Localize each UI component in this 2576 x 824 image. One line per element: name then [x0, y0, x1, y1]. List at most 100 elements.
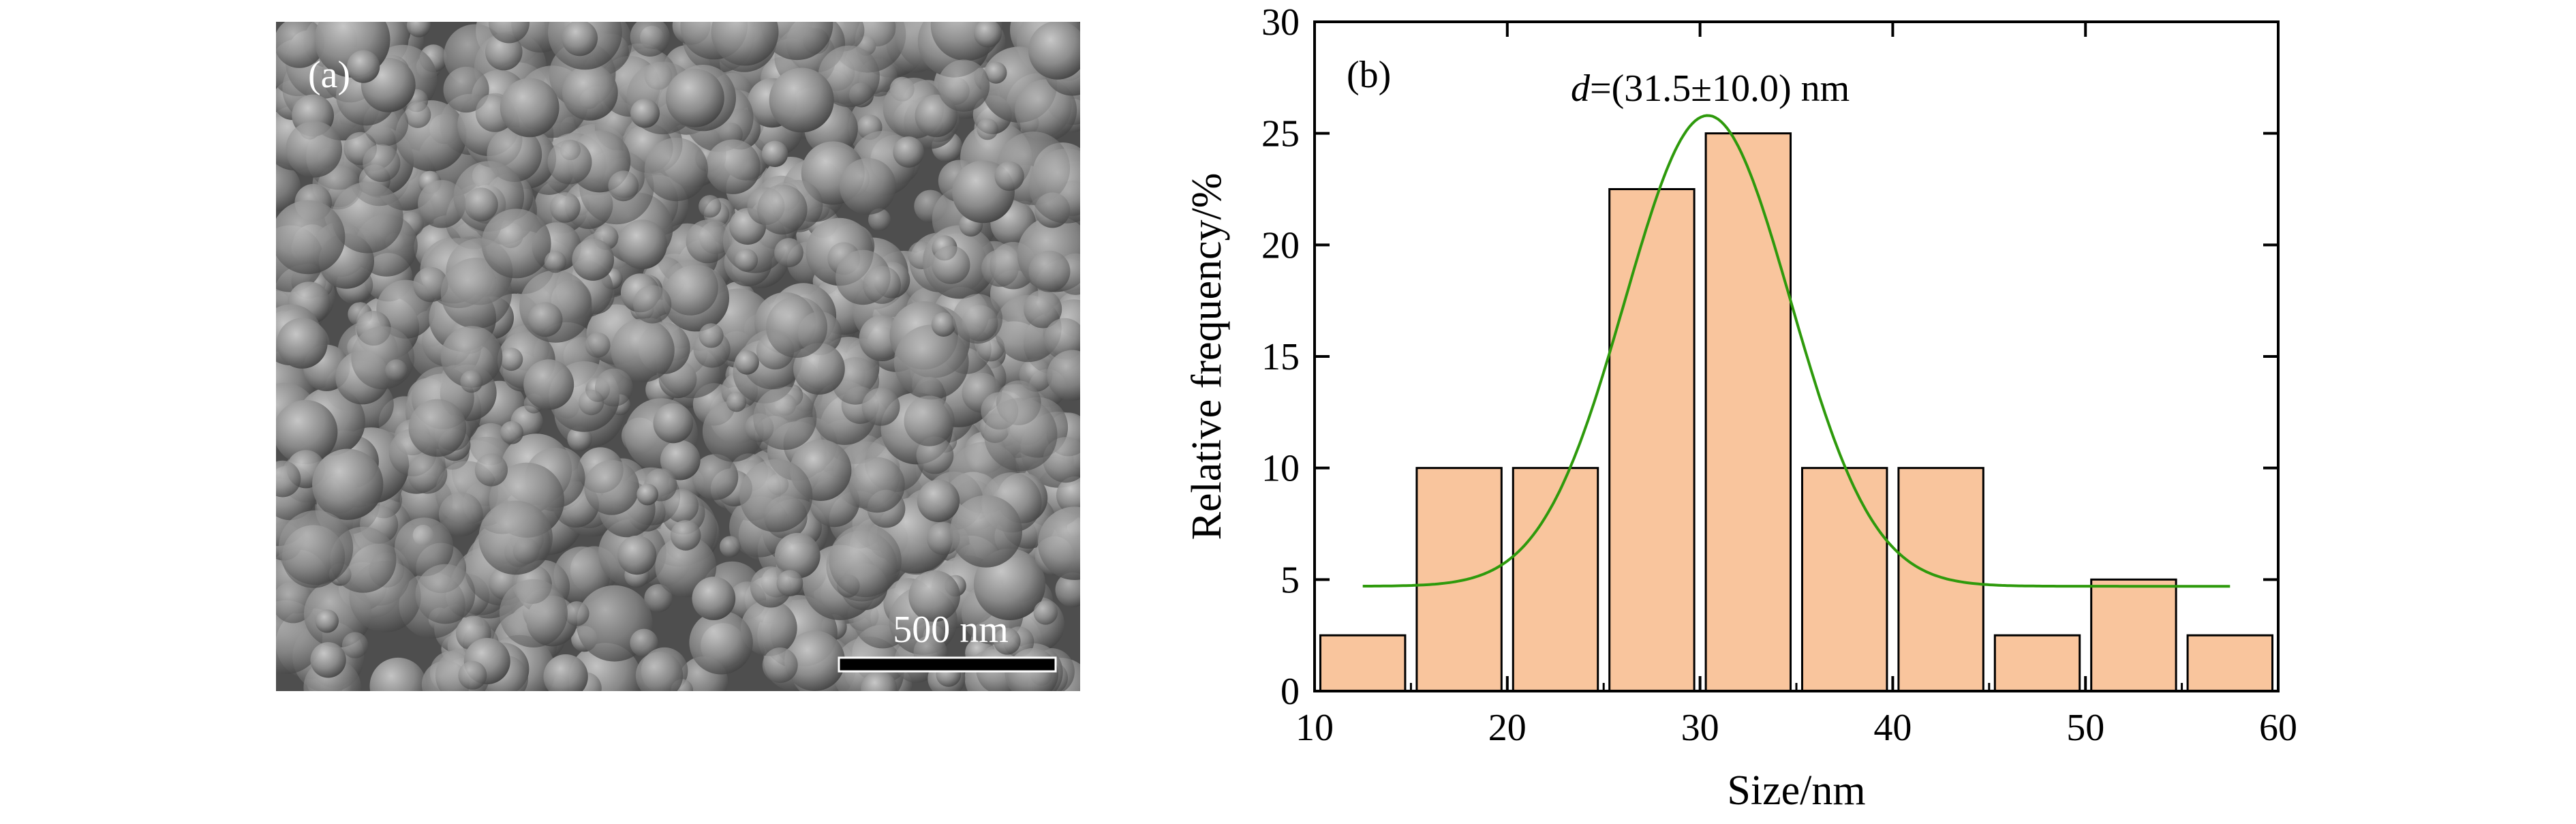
annotation-value: =(31.5±10.0) nm: [1590, 67, 1850, 110]
sem-grain: [776, 570, 803, 597]
sem-grain: [660, 440, 701, 480]
sem-grain: [481, 209, 551, 279]
sem-grain: [630, 22, 670, 57]
histogram-bar-6: [1897, 467, 1984, 692]
annotation-d: d: [1571, 67, 1591, 110]
sem-grain: [726, 392, 747, 412]
scale-bar: [838, 656, 1057, 673]
x-tick-label-40: 40: [1873, 707, 1912, 749]
sem-grain: [617, 535, 657, 575]
axis-ticks: 10 20 30 40 50 60 0 5 10 15 20 25 30: [1261, 1, 2297, 749]
sem-grain: [769, 67, 834, 133]
sem-grain: [784, 630, 845, 691]
sem-grain: [276, 460, 301, 498]
sem-grain: [741, 600, 797, 656]
sem-grain: [662, 260, 718, 316]
sem-grain: [278, 510, 354, 585]
sem-grain: [443, 66, 489, 113]
sem-grain: [1038, 506, 1080, 580]
sem-grain: [440, 258, 512, 329]
sem-grain: [369, 657, 427, 691]
sem-grain: [630, 98, 660, 128]
sem-grain: [666, 68, 724, 127]
sem-grain-texture: [276, 22, 1080, 691]
sem-grain: [702, 400, 764, 462]
sem-grain: [595, 368, 633, 407]
sem-grain: [774, 238, 803, 268]
sem-grain: [1024, 290, 1062, 329]
sem-grain: [977, 118, 998, 140]
y-tick-label-30: 30: [1261, 1, 1300, 44]
sem-grain: [385, 359, 408, 382]
sem-grain: [1015, 79, 1077, 142]
sem-grain: [341, 632, 369, 658]
sem-grain: [818, 45, 880, 108]
sem-grain: [286, 121, 343, 178]
sem-grain: [464, 187, 498, 222]
histogram-bar-1: [1415, 467, 1503, 692]
sem-grain: [893, 324, 969, 400]
sem-grain: [664, 489, 699, 523]
histogram-bar-9: [2186, 634, 2274, 692]
y-tick-label-25: 25: [1261, 113, 1300, 155]
sem-grain: [953, 294, 1002, 344]
sem-grain: [699, 323, 724, 348]
sem-grain: [1047, 350, 1080, 401]
sem-grain: [932, 245, 970, 284]
y-tick-label-15: 15: [1261, 336, 1300, 378]
sem-grain: [438, 492, 483, 536]
sem-grain: [974, 22, 1002, 48]
sem-grain: [653, 403, 694, 444]
sem-grain: [686, 219, 730, 264]
sem-grain: [635, 652, 684, 691]
sem-grain: [644, 584, 673, 613]
sem-grain: [564, 601, 589, 626]
sem-grain: [705, 139, 761, 194]
sem-grain: [711, 22, 779, 66]
histogram-bar-2: [1512, 467, 1599, 692]
sem-grain: [839, 157, 896, 215]
x-tick-label-50: 50: [2066, 707, 2104, 749]
histogram-bar-7: [1993, 634, 2081, 692]
sem-grain: [276, 163, 301, 212]
sem-grain: [753, 386, 817, 451]
sem-grain: [983, 397, 1058, 472]
sem-grain: [310, 642, 346, 678]
sem-grain: [478, 500, 553, 575]
sem-grain: [527, 302, 563, 337]
sem-grain: [994, 628, 1021, 655]
sem-grain: [761, 140, 788, 168]
sem-grain: [689, 611, 753, 675]
sem-grain: [735, 350, 759, 375]
sem-grain: [829, 524, 902, 598]
sem-grain: [699, 195, 722, 218]
panel-b-label: (b): [1347, 54, 1391, 96]
sem-grain: [608, 170, 639, 202]
sem-grain: [766, 296, 828, 358]
sem-grain: [562, 65, 618, 121]
sem-grain: [1033, 600, 1058, 625]
sem-grain: [408, 399, 467, 457]
sem-grain: [1028, 250, 1071, 292]
sem-grain: [585, 332, 611, 358]
histogram-bar-5: [1800, 467, 1888, 692]
sem-grain: [670, 520, 701, 551]
sem-grain: [1029, 149, 1080, 224]
sem-grain: [994, 161, 1024, 192]
sem-grain: [692, 577, 736, 620]
y-tick-label-0: 0: [1281, 671, 1300, 713]
histogram-bar-4: [1704, 132, 1792, 692]
sem-grain: [406, 22, 431, 37]
sem-grain: [1007, 648, 1059, 691]
y-axis-label: Relative frequency/%: [1184, 173, 1230, 540]
sem-grain: [762, 647, 798, 683]
histogram-bar-0: [1319, 634, 1407, 692]
y-tick-label-20: 20: [1261, 224, 1300, 266]
sem-grain: [499, 579, 568, 648]
sem-grain: [363, 144, 401, 182]
sem-grain: [276, 399, 338, 465]
sem-grain: [757, 184, 808, 235]
sem-grain: [547, 140, 592, 185]
sem-grain: [950, 495, 1022, 568]
sem-grain: [637, 483, 658, 506]
